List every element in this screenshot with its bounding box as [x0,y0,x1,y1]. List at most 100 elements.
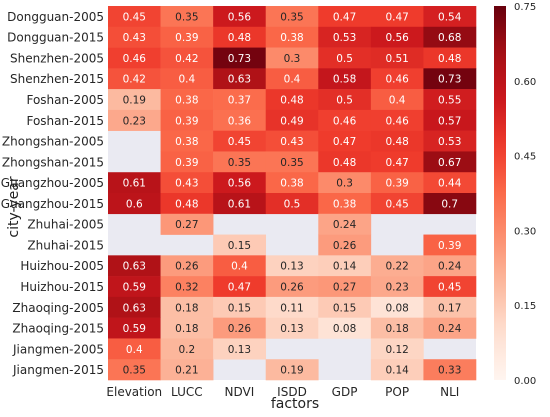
cell-value-label: 0.26 [280,282,304,294]
heatmap-cell [213,234,267,256]
cell-value-label: 0.26 [228,323,252,335]
cell-value-label: 0.46 [385,74,409,86]
heatmap-cell [318,234,372,256]
heatmap-cell [213,109,267,131]
colorbar-tick-label: 0.45 [514,152,536,163]
heatmap-cell [265,109,319,131]
heatmap-cell [318,255,372,277]
heatmap-cell [160,276,214,298]
cell-value-label: 0.08 [385,302,408,314]
cell-value-label: 0.19 [280,365,303,377]
cell-value-label: 0.5 [336,95,353,107]
heatmap-cell [370,26,424,48]
cell-value-label: 0.4 [126,344,143,356]
cell-value-label: 0.49 [280,115,303,127]
heatmap-cell [265,47,319,69]
cell-value-label: 0.48 [333,157,356,169]
cell-value-label: 0.12 [385,344,408,356]
cell-value-label: 0.38 [280,32,303,44]
y-tick-label: Zhaoqing-2015 [12,322,104,336]
cell-value-label: 0.43 [175,178,198,190]
cell-value-label: 0.47 [385,157,408,169]
cell-value-label: 0.2 [179,344,196,356]
y-tick-label: Dongguan-2015 [7,31,104,45]
y-tick-label: Jiangmen-2015 [12,363,104,377]
heatmap-cell [213,151,267,173]
cell-value-label: 0.51 [385,53,408,65]
cell-value-label: 0.18 [385,323,408,335]
cell-value-label: 0.39 [175,157,198,169]
cell-value-label: 0.48 [175,198,198,210]
cell-value-label: 0.47 [333,11,356,23]
heatmap-cell [213,317,267,339]
cell-value-label: 0.14 [333,261,357,273]
y-tick-label: Zhaoqing-2005 [12,301,104,315]
y-tick-label: Zhuhai-2015 [27,238,104,252]
heatmap-cell [160,109,214,131]
heatmap-cell [108,359,161,381]
cell-value-label: 0.23 [123,115,146,127]
cell-value-label: 0.35 [123,365,146,377]
heatmap-cell [265,26,319,48]
heatmap-cell [265,276,319,298]
heatmap-cell [370,276,424,298]
cell-value-label: 0.15 [228,240,251,252]
heatmap-cell [108,47,161,69]
cell-value-label: 0.59 [123,323,146,335]
cell-value-label: 0.21 [175,365,198,377]
cell-value-label: 0.53 [333,32,356,44]
heatmap-cell [108,172,161,194]
heatmap-cell [213,296,267,318]
heatmap-cell [423,89,477,111]
y-axis-label: city-year [6,176,22,237]
y-tick-label: Shenzhen-2005 [10,51,104,65]
cell-value-label: 0.36 [228,115,252,127]
heatmap-cell [318,68,372,90]
y-tick-label: Foshan-2005 [26,93,104,107]
heatmap-cell [265,317,319,339]
heatmap-cell [160,68,214,90]
cell-value-label: 0.18 [175,323,198,335]
heatmap-cell [370,172,424,194]
cell-value-label: 0.61 [123,178,146,190]
cell-value-label: 0.37 [228,95,251,107]
heatmap-cell [160,255,214,277]
heatmap-cell [370,296,424,318]
cell-value-label: 0.15 [333,302,356,314]
cell-value-label: 0.59 [123,282,146,294]
heatmap-cell [265,6,319,28]
heatmap-cell [318,47,372,69]
cell-value-label: 0.6 [126,198,143,210]
heatmap-cell [370,6,424,28]
heatmap-cell [265,296,319,318]
heatmap-cell [160,359,214,381]
cell-value-label: 0.32 [175,282,198,294]
heatmap-cell [160,89,214,111]
cell-value-label: 0.4 [389,95,406,107]
heatmap-cell [265,68,319,90]
heatmap-cell [370,47,424,69]
heatmap-cell [160,317,214,339]
x-tick-label: LUCC [171,385,203,399]
x-tick-label: NDVI [225,385,255,399]
x-tick-label: ISDD [277,385,307,399]
cell-value-label: 0.23 [385,282,408,294]
cell-value-label: 0.45 [228,136,251,148]
heatmap-cell [108,338,161,360]
heatmap-cell [423,234,477,256]
cell-value-label: 0.68 [438,32,461,44]
cell-value-label: 0.27 [175,219,198,231]
y-tick-label: Huizhou-2015 [20,280,104,294]
heatmap-cell [108,89,161,111]
colorbar-tick-label: 0.75 [514,2,536,13]
heatmap-cell [160,151,214,173]
y-tick-label: Zhuhai-2005 [27,218,104,232]
heatmap-cell [265,193,319,215]
heatmap-cell [370,68,424,90]
heatmap-cell [423,68,477,90]
heatmap-cell [423,47,477,69]
cell-value-label: 0.13 [280,323,303,335]
heatmap-cell [213,193,267,215]
